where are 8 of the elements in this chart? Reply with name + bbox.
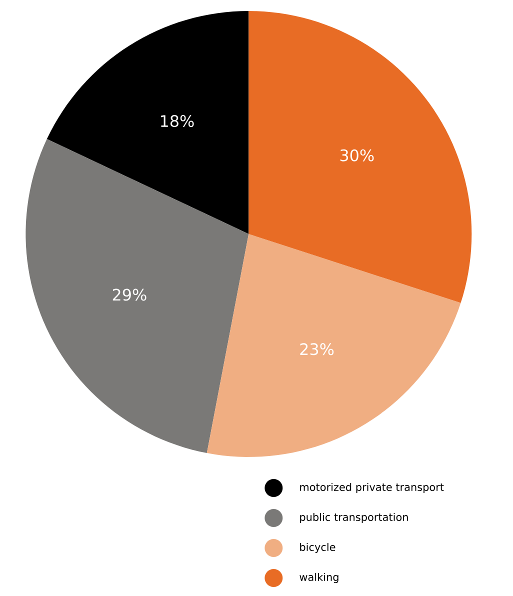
legend-label: public transportation [300,512,408,524]
data-label: 29% [113,288,146,301]
legend-label: walking [300,572,339,584]
data-label: 30% [340,149,374,162]
data-label: 23% [300,343,334,356]
legend-label: motorized private transport [300,482,444,494]
data-label: 18% [161,115,194,128]
legend-label: bicycle [300,542,336,554]
